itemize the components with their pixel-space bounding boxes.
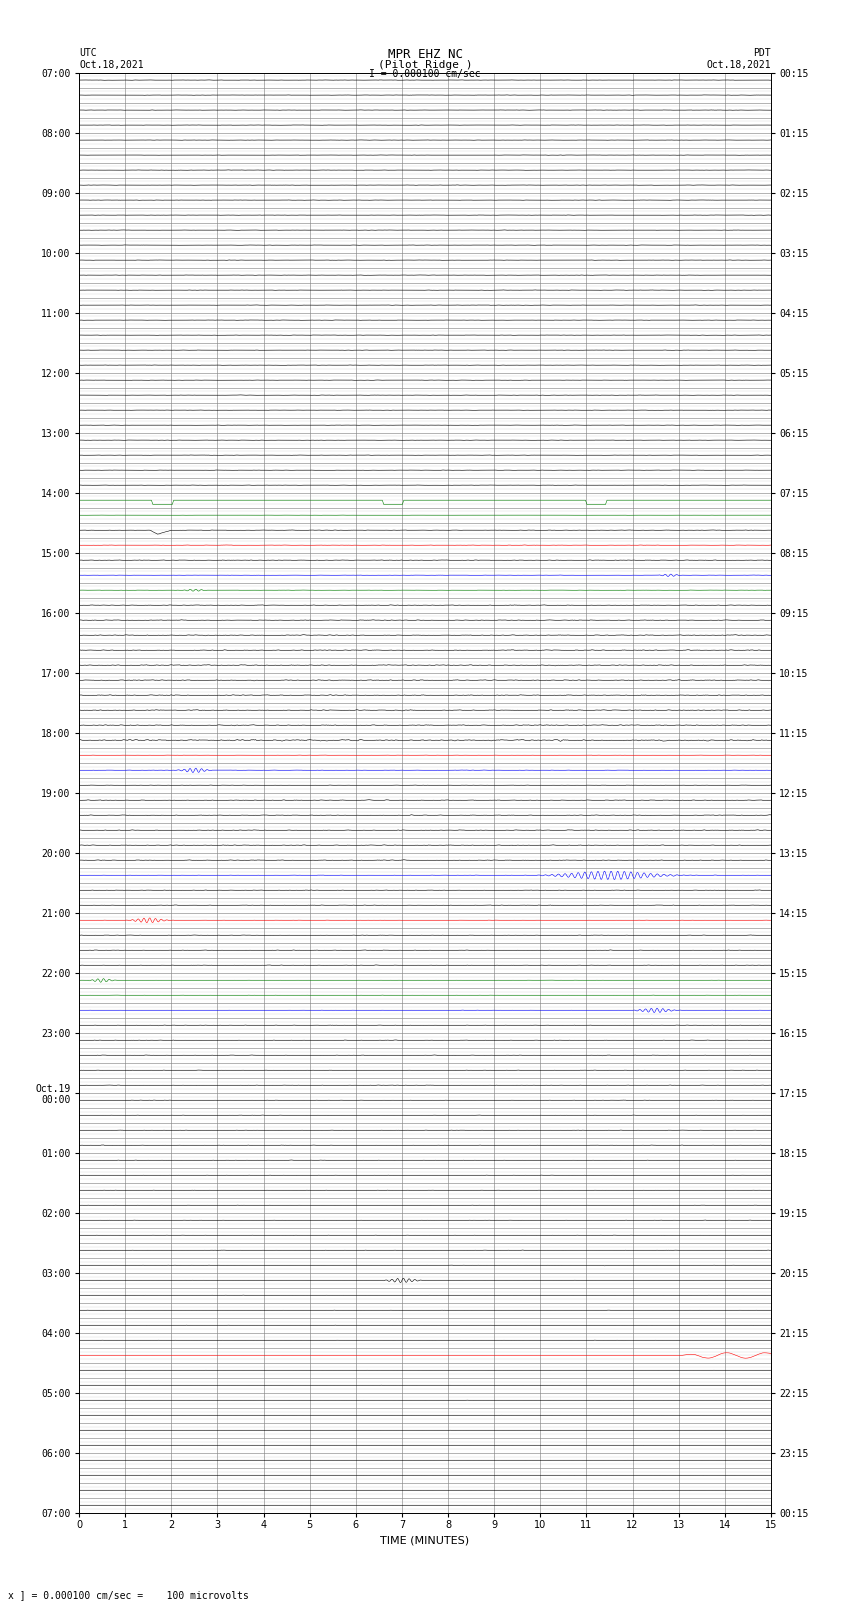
Text: Oct.18,2021: Oct.18,2021 — [706, 60, 771, 69]
Text: (Pilot Ridge ): (Pilot Ridge ) — [377, 60, 473, 69]
Text: I = 0.000100 cm/sec: I = 0.000100 cm/sec — [369, 69, 481, 79]
Text: x ] = 0.000100 cm/sec =    100 microvolts: x ] = 0.000100 cm/sec = 100 microvolts — [8, 1590, 249, 1600]
Text: MPR EHZ NC: MPR EHZ NC — [388, 48, 462, 61]
X-axis label: TIME (MINUTES): TIME (MINUTES) — [381, 1536, 469, 1545]
Text: UTC: UTC — [79, 48, 97, 58]
Text: PDT: PDT — [753, 48, 771, 58]
Text: Oct.18,2021: Oct.18,2021 — [79, 60, 144, 69]
